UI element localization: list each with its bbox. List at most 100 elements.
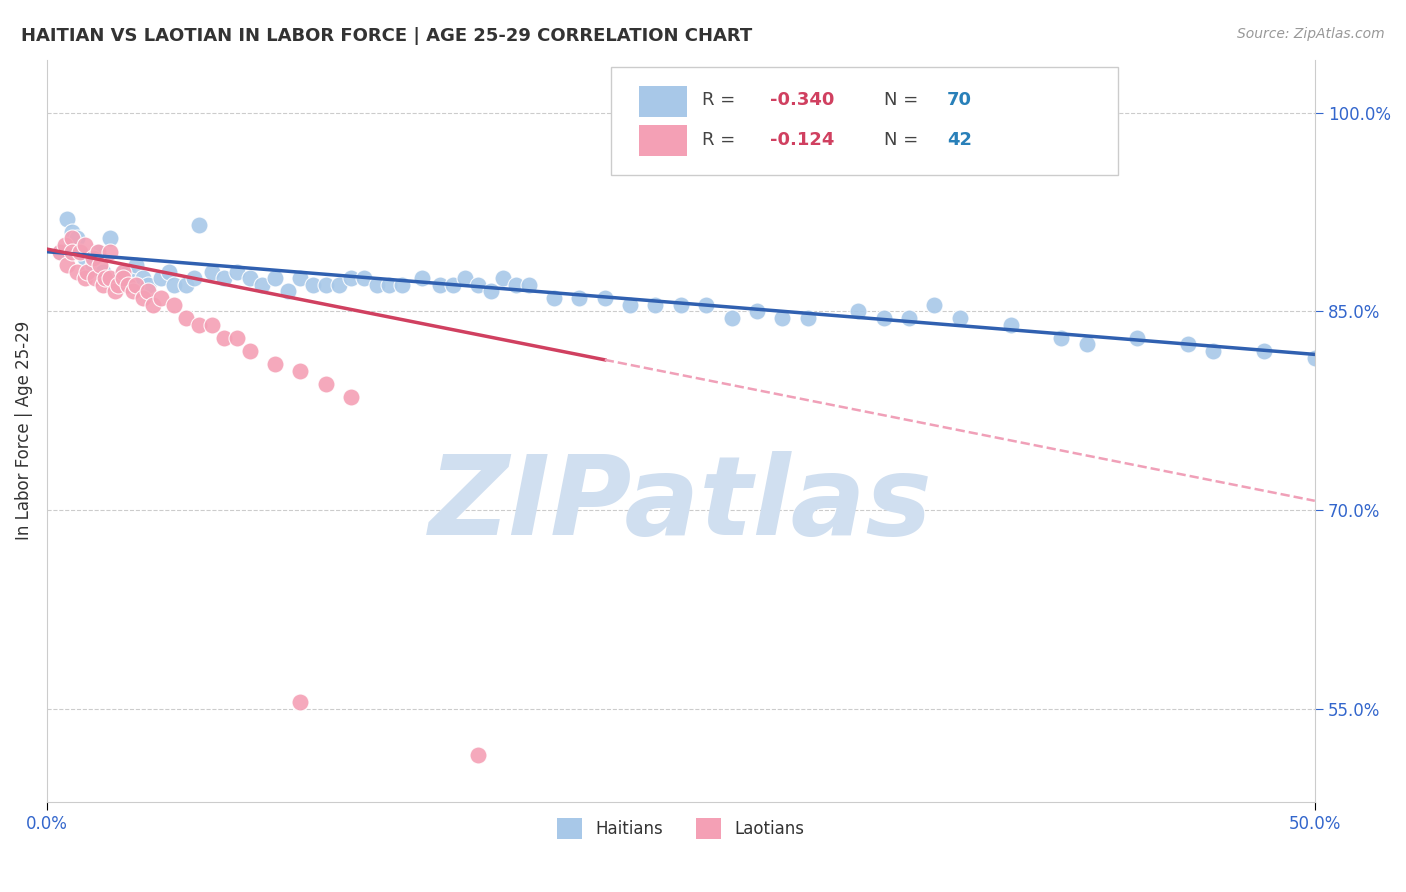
Point xyxy=(163,298,186,312)
Point xyxy=(593,291,616,305)
Point xyxy=(745,304,768,318)
Point xyxy=(124,258,146,272)
Point xyxy=(48,244,70,259)
Point xyxy=(543,291,565,305)
Point xyxy=(73,271,96,285)
Point xyxy=(94,271,117,285)
Point xyxy=(898,310,921,325)
Point xyxy=(214,271,236,285)
Point xyxy=(60,231,83,245)
Point xyxy=(644,298,666,312)
Point xyxy=(48,244,70,259)
Point xyxy=(111,264,134,278)
Point xyxy=(796,310,818,325)
Point xyxy=(949,310,972,325)
Text: 70: 70 xyxy=(948,91,972,110)
Point xyxy=(568,291,591,305)
Legend: Haitians, Laotians: Haitians, Laotians xyxy=(550,812,811,846)
Point xyxy=(98,271,121,285)
Point xyxy=(467,748,489,763)
Point xyxy=(239,344,262,359)
Point xyxy=(1177,337,1199,351)
Point xyxy=(411,271,433,285)
Point xyxy=(66,231,89,245)
Point xyxy=(201,264,224,278)
Point xyxy=(82,258,104,272)
Point xyxy=(98,244,121,259)
Point xyxy=(76,264,98,278)
Point xyxy=(1126,331,1149,345)
Point xyxy=(353,271,375,285)
Bar xyxy=(638,125,688,156)
Point xyxy=(117,264,139,278)
Point xyxy=(122,285,145,299)
Point xyxy=(454,271,477,285)
Point xyxy=(1076,337,1098,351)
Point xyxy=(107,277,129,292)
Point xyxy=(188,318,211,332)
Point xyxy=(66,264,89,278)
Point xyxy=(86,244,108,259)
Point xyxy=(89,258,111,272)
Y-axis label: In Labor Force | Age 25-29: In Labor Force | Age 25-29 xyxy=(15,321,32,541)
Point xyxy=(226,264,249,278)
Point xyxy=(1253,344,1275,359)
Point xyxy=(391,277,413,292)
Point xyxy=(142,298,165,312)
Point xyxy=(69,244,91,259)
Point xyxy=(924,298,946,312)
Point xyxy=(163,277,186,292)
Point xyxy=(91,277,114,292)
Point xyxy=(479,285,502,299)
Point xyxy=(846,304,869,318)
Point xyxy=(315,377,337,392)
Point xyxy=(277,285,299,299)
Point xyxy=(188,218,211,232)
Point xyxy=(60,225,83,239)
Bar xyxy=(638,86,688,117)
Point xyxy=(98,231,121,245)
Point xyxy=(239,271,262,285)
Point xyxy=(56,258,79,272)
Point xyxy=(340,391,363,405)
Text: -0.124: -0.124 xyxy=(769,131,834,149)
Point xyxy=(1000,318,1022,332)
Point xyxy=(104,285,127,299)
Point xyxy=(183,271,205,285)
Point xyxy=(429,277,451,292)
Text: HAITIAN VS LAOTIAN IN LABOR FORCE | AGE 25-29 CORRELATION CHART: HAITIAN VS LAOTIAN IN LABOR FORCE | AGE … xyxy=(21,27,752,45)
Point xyxy=(264,357,287,371)
Point xyxy=(619,298,641,312)
Point xyxy=(176,277,198,292)
Point xyxy=(150,291,173,305)
Point xyxy=(378,277,401,292)
Point xyxy=(517,277,540,292)
Point xyxy=(157,264,180,278)
Point xyxy=(86,244,108,259)
Point xyxy=(117,277,139,292)
Point xyxy=(107,271,129,285)
Point xyxy=(873,310,896,325)
Point xyxy=(467,277,489,292)
Point xyxy=(770,310,793,325)
Text: R =: R = xyxy=(703,91,741,110)
Text: Source: ZipAtlas.com: Source: ZipAtlas.com xyxy=(1237,27,1385,41)
Point xyxy=(252,277,274,292)
Point xyxy=(366,277,388,292)
Point xyxy=(695,298,717,312)
Point xyxy=(150,271,173,285)
Point xyxy=(53,238,76,252)
Point xyxy=(132,271,155,285)
Point xyxy=(1202,344,1225,359)
Text: N =: N = xyxy=(884,131,924,149)
Point xyxy=(201,318,224,332)
Text: -0.340: -0.340 xyxy=(769,91,834,110)
Point xyxy=(132,291,155,305)
Text: 42: 42 xyxy=(948,131,972,149)
Point xyxy=(60,244,83,259)
Point xyxy=(328,277,350,292)
Point xyxy=(226,331,249,345)
Point xyxy=(315,277,337,292)
Point xyxy=(111,264,134,278)
Point xyxy=(91,264,114,278)
